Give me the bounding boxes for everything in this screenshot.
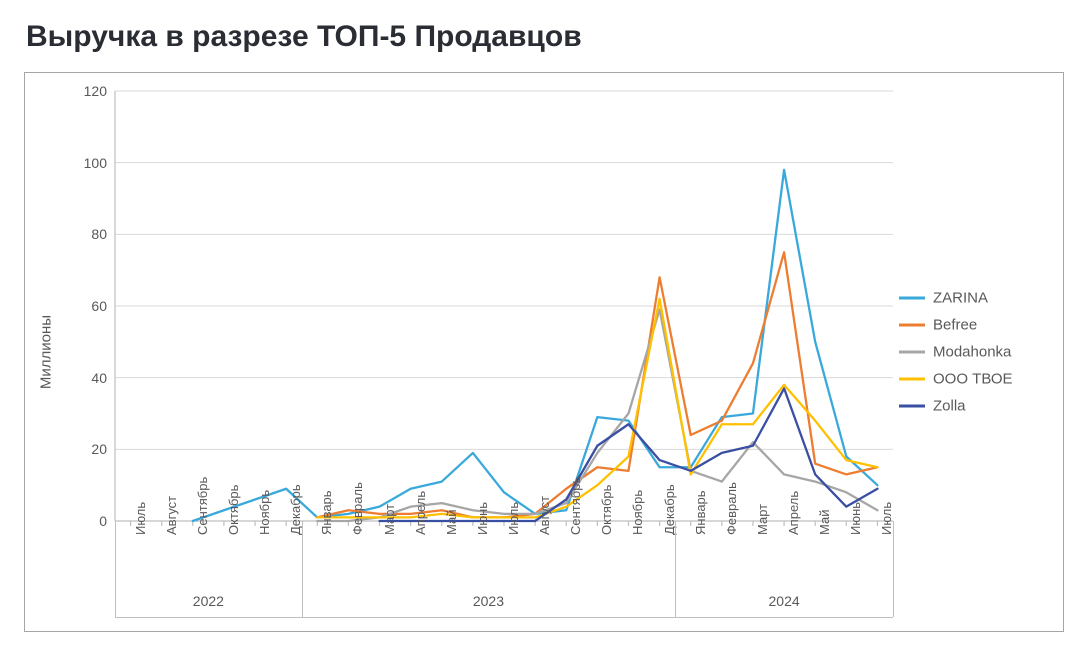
- x-tick-label: Август: [158, 521, 179, 535]
- legend-label: Befree: [933, 317, 977, 334]
- x-tick-label: Апрель: [780, 521, 801, 535]
- year-separator: [115, 521, 116, 617]
- x-tick-label: Июль: [500, 521, 521, 535]
- legend: ZARINA Befree Modahonka ООО ТВОЕ Zolla: [899, 280, 1049, 425]
- x-tick-label: Июль: [873, 521, 894, 535]
- x-tick-label: Август: [531, 521, 552, 535]
- series-ООО ТВОЕ: [317, 299, 877, 518]
- legend-item: Zolla: [899, 398, 1049, 415]
- legend-label: ZARINA: [933, 290, 988, 307]
- year-label: 2024: [769, 593, 800, 609]
- x-tick-label: Апрель: [407, 521, 428, 535]
- legend-item: ООО ТВОЕ: [899, 371, 1049, 388]
- year-label: 2022: [193, 593, 224, 609]
- year-separator: [302, 521, 303, 617]
- y-tick-label: 60: [91, 298, 107, 314]
- revenue-chart: Миллионы 020406080100120ИюльАвгустСентяб…: [24, 72, 1064, 632]
- x-tick-label: Январь: [313, 521, 334, 535]
- x-tick-label: Декабрь: [656, 521, 677, 535]
- x-tick-label: Июль: [127, 521, 148, 535]
- year-separator: [675, 521, 676, 617]
- y-tick-label: 120: [84, 83, 107, 99]
- page-title: Выручка в разрезе ТОП-5 Продавцов: [26, 20, 1068, 54]
- legend-swatch: [899, 324, 925, 327]
- legend-swatch: [899, 297, 925, 300]
- series-ZARINA: [193, 170, 878, 521]
- x-tick-label: Март: [749, 521, 770, 535]
- legend-swatch: [899, 405, 925, 408]
- legend-label: Zolla: [933, 398, 966, 415]
- legend-item: ZARINA: [899, 290, 1049, 307]
- year-separator: [893, 521, 894, 617]
- x-tick-label: Май: [438, 521, 459, 535]
- y-axis-label: Миллионы: [37, 315, 54, 389]
- legend-item: Modahonka: [899, 344, 1049, 361]
- plot-area: 020406080100120ИюльАвгустСентябрьОктябрь…: [115, 91, 893, 521]
- x-tick-label: Март: [376, 521, 397, 535]
- y-tick-label: 20: [91, 441, 107, 457]
- x-tick-label: Январь: [687, 521, 708, 535]
- x-tick-label: Июнь: [469, 521, 490, 535]
- year-baseline: [302, 617, 675, 618]
- x-tick-label: Октябрь: [593, 521, 614, 535]
- legend-item: Befree: [899, 317, 1049, 334]
- x-tick-label: Май: [811, 521, 832, 535]
- y-tick-label: 0: [99, 513, 107, 529]
- legend-swatch: [899, 378, 925, 381]
- x-tick-label: Июнь: [842, 521, 863, 535]
- x-tick-label: Февраль: [344, 521, 365, 535]
- y-tick-label: 80: [91, 226, 107, 242]
- x-tick-label: Февраль: [718, 521, 739, 535]
- x-tick-label: Декабрь: [282, 521, 303, 535]
- y-tick-label: 100: [84, 155, 107, 171]
- x-tick-label: Ноябрь: [624, 521, 645, 535]
- x-tick-label: Ноябрь: [251, 521, 272, 535]
- legend-label: ООО ТВОЕ: [933, 371, 1013, 388]
- year-baseline: [115, 617, 302, 618]
- x-tick-label: Октябрь: [220, 521, 241, 535]
- legend-swatch: [899, 351, 925, 354]
- legend-label: Modahonka: [933, 344, 1011, 361]
- year-label: 2023: [473, 593, 504, 609]
- x-tick-label: Сентябрь: [562, 521, 583, 535]
- y-tick-label: 40: [91, 370, 107, 386]
- x-tick-label: Сентябрь: [189, 521, 210, 535]
- year-baseline: [675, 617, 893, 618]
